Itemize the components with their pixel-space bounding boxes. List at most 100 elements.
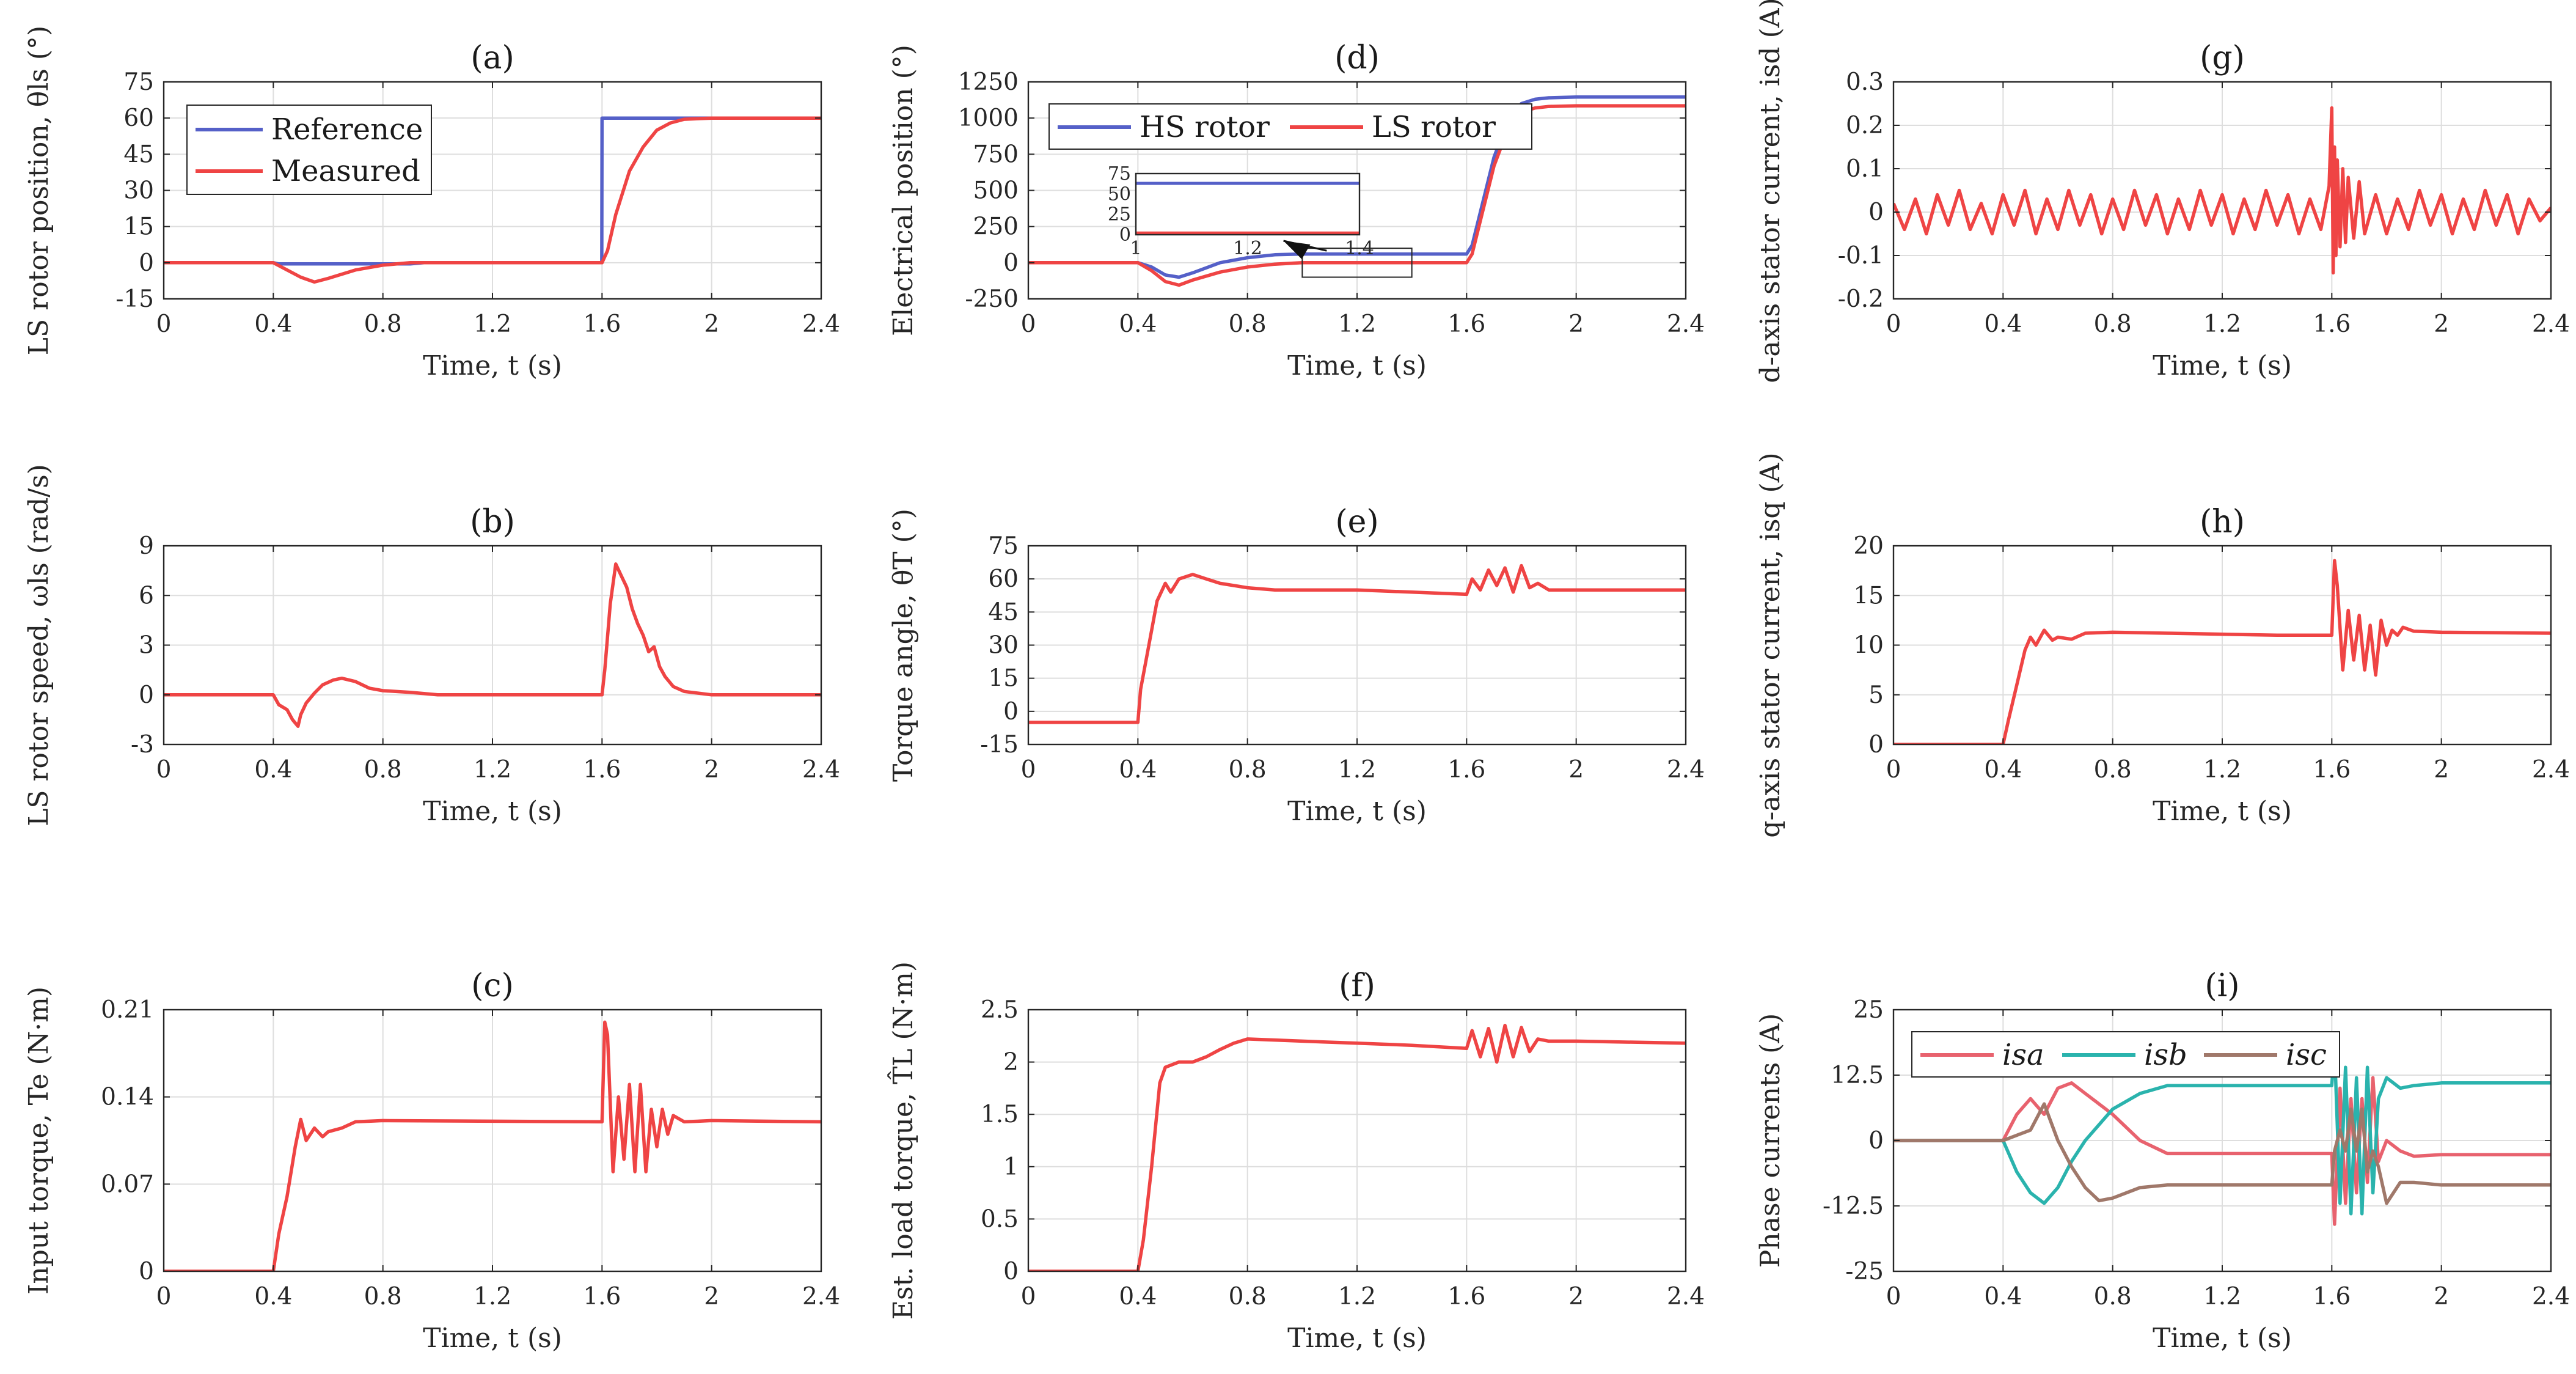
x-tick-label: 0.4 [254,1283,292,1310]
x-tick-label: 1.2 [2203,1283,2241,1310]
y-tick-label: 20 [1853,532,1884,560]
x-tick-label: 1.6 [1447,310,1485,338]
x-axis-label: Time, t (s) [1287,796,1427,827]
legend-label: isa [2002,1038,2044,1072]
x-tick-label: 1.6 [2313,756,2351,784]
x-tick-label: 0.4 [1984,1283,2022,1310]
y-tick-label: 15 [123,213,154,241]
x-axis-label: Time, t (s) [2153,1323,2292,1354]
x-axis-label: Time, t (s) [423,796,562,827]
x-tick-label: 2 [1568,1283,1584,1310]
legend: isa isb isc [1911,1031,2340,1078]
y-tick-label: 12.5 [1831,1062,1884,1089]
x-tick-label: 0 [156,310,172,338]
legend-label: isb [2144,1038,2187,1072]
inset-y-tick-label: 25 [1108,204,1131,226]
x-axis-label: Time, t (s) [423,1323,562,1354]
y-tick-label: 0.21 [101,996,154,1024]
y-tick-label: 1 [1003,1153,1019,1181]
inset-x-tick-label: 1 [1130,238,1141,259]
x-tick-label: 0 [1021,310,1036,338]
panel-c: 0 0.4 0.8 1.2 1.6 2 2.4 0 0.07 0.14 0.21 (c) Time, t… [23,968,840,1354]
y-tick-label: 25 [1853,996,1884,1024]
x-tick-label: 1.2 [2203,756,2241,784]
y-tick-label: 30 [123,177,154,205]
series-line-torque-angle [1028,564,1686,724]
y-tick-label: 6 [139,582,154,609]
x-tick-label: 2 [2434,310,2449,338]
y-axis-label: Phase currents (A) [1755,1013,1786,1268]
y-tick-label: 0.2 [1846,112,1884,139]
panel-title: (e) [1335,504,1378,540]
x-tick-label: 0.8 [1229,756,1267,784]
series-line-speed [164,562,821,728]
x-tick-label: 0 [1021,1283,1036,1310]
y-tick-label: -12.5 [1823,1192,1884,1220]
inset-axes-box [1135,172,1361,236]
panel-i: 0 0.4 0.8 1.2 1.6 2 2.4 -25 -12.5 0 12.5 25 (i) Time,… [1755,968,2570,1354]
x-tick-label: 2 [1568,756,1584,784]
inset-y-tick-label: 50 [1108,183,1131,205]
panel-e: 0 0.4 0.8 1.2 1.6 2 2.4-1501530456075(e)Time, … [888,504,1705,827]
legend: Reference Measured [186,105,432,195]
y-tick-label: 75 [988,532,1019,560]
x-tick-label: 2.4 [802,1283,840,1310]
x-tick-label: 0 [1021,756,1036,784]
legend-label: HS rotor [1140,110,1270,144]
y-tick-label: 0 [139,249,154,277]
x-axis-label: Time, t (s) [2153,350,2292,381]
y-tick-label: 3 [139,632,154,659]
x-tick-label: 2.4 [1667,756,1705,784]
y-tick-label: -25 [1845,1258,1884,1285]
y-tick-label: 15 [1853,582,1884,609]
y-tick-label: -0.2 [1838,285,1884,313]
y-tick-label: 30 [988,632,1019,659]
x-tick-label: 1.2 [2203,310,2241,338]
y-axis-label: Input torque, Te (N·m) [23,986,54,1295]
legend-label: Reference [271,112,423,147]
zoom-arrow-head [1283,241,1311,259]
legend-label: Measured [271,154,420,188]
x-tick-label: 2.4 [802,310,840,338]
x-tick-label: 0.4 [1984,756,2022,784]
y-tick-label: 0.3 [1846,68,1884,96]
panel-title: (g) [2200,40,2245,76]
y-tick-label: 750 [973,141,1019,168]
x-tick-label: 2.4 [1667,310,1705,338]
x-tick-label: 1.6 [583,756,621,784]
x-axis-label: Time, t (s) [2153,796,2292,827]
x-tick-label: 0.4 [1119,1283,1157,1310]
series-line-isc [1894,1102,2551,1205]
x-tick-label: 1.6 [583,310,621,338]
y-tick-label: 0.07 [101,1170,154,1198]
series-line-hs-rotor [1028,95,1686,279]
y-axis-label: LS rotor speed, ωls (rad/s) [23,464,54,826]
y-tick-label: 0 [1003,698,1019,726]
x-tick-label: 2.4 [1667,1283,1705,1310]
y-tick-label: 0.5 [981,1205,1019,1233]
y-tick-label: 75 [123,68,154,96]
y-tick-label: 0 [1868,199,1884,226]
inset-y-tick-label: 75 [1108,163,1131,185]
y-tick-label: 0 [1003,249,1019,277]
x-tick-label: 1.2 [1338,310,1376,338]
inset-x-tick-label: 1.2 [1233,238,1262,259]
y-tick-label: 500 [973,177,1019,205]
x-tick-label: 0.8 [2094,756,2132,784]
y-tick-label: 60 [988,565,1019,593]
x-tick-label: 1.2 [474,756,511,784]
panel-h: 0 0.4 0.8 1.2 1.6 2 2.4 0 5 10 15 20 (h) Time, t (s) q… [1755,452,2570,837]
x-tick-label: 2 [704,1283,719,1310]
x-axis-label: Time, t (s) [1287,350,1427,381]
x-tick-label: 2.4 [2532,756,2570,784]
y-tick-label: 1000 [958,105,1019,132]
x-tick-label: 1.2 [474,1283,511,1310]
panel-d: 0 0.4 0.8 1.2 1.6 2 2.4-250025050075010001250(… [888,40,1705,381]
x-tick-label: 1.6 [1447,756,1485,784]
x-axis-label: Time, t (s) [1287,1323,1427,1354]
y-axis-label: q-axis stator current, isq (A) [1755,452,1786,837]
x-tick-label: 2 [704,310,719,338]
